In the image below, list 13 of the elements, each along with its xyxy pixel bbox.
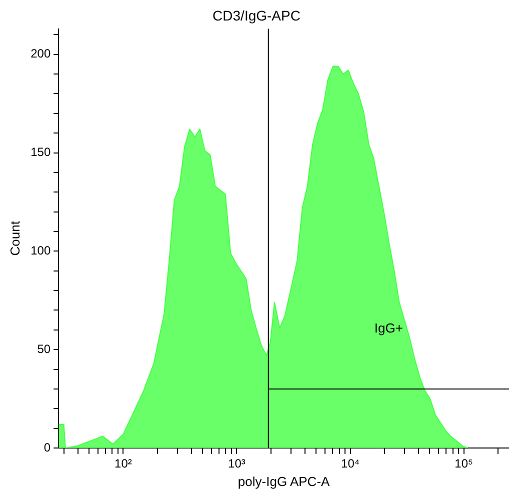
y-tick-label: 200: [30, 46, 51, 61]
y-tick-label: 50: [37, 342, 51, 356]
y-tick-label: 150: [30, 145, 51, 160]
x-axis-title: poly-IgG APC-A: [238, 474, 330, 489]
x-tick-label: 10⁵: [454, 456, 473, 471]
annotation: IgG+: [374, 320, 403, 336]
x-tick-label: 10⁴: [341, 456, 360, 471]
chart-title: CD3/IgG-APC: [212, 7, 300, 24]
y-tick-label: 0: [44, 440, 51, 454]
x-tick-label: 10³: [228, 456, 246, 471]
y-tick-label: 100: [30, 244, 51, 258]
y-axis-title: Count: [7, 220, 22, 256]
x-tick-label: 10²: [114, 456, 132, 471]
